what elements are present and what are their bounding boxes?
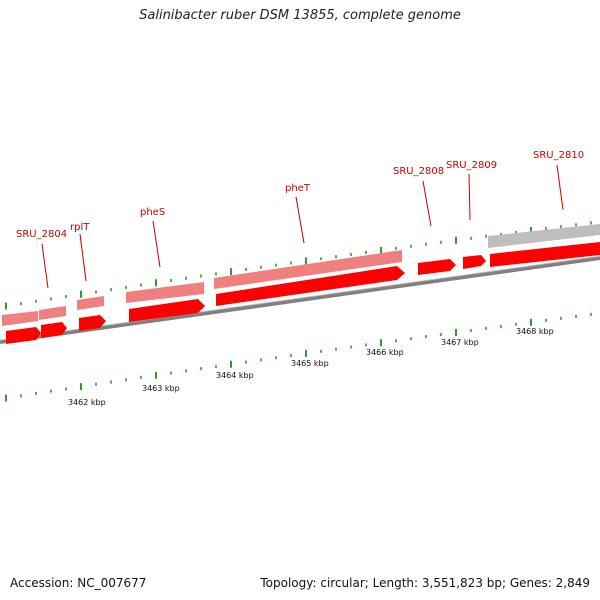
cds-arrow-sru2804a[interactable] [6,327,41,344]
cds-arrow-sru2808[interactable] [418,259,456,275]
leader-sru2810 [556,164,564,211]
gene-feature-pheS[interactable] [126,282,204,303]
cds-arrow-pheS[interactable] [129,299,205,322]
scale-label-3464: 3464 kbp [216,371,254,380]
gene-label-sru2810: SRU_2810 [533,150,584,161]
genome-summary: Topology: circular; Length: 3,551,823 bp… [260,576,590,590]
gene-label-pheT: pheT [285,183,311,194]
gene-label-sru2809: SRU_2809 [446,160,497,171]
scale-label-3468: 3468 kbp [516,327,554,336]
cds-arrow-sru2804b[interactable] [41,322,67,338]
label-leaders [41,164,564,289]
scale-label-3466: 3466 kbp [366,348,404,357]
gene-label-rplT: rplT [70,222,90,233]
scale-labels: 3462 kbp 3463 kbp 3464 kbp 3465 kbp 3466… [68,327,554,407]
gene-feature-pheT[interactable] [214,250,402,289]
page-title: Salinibacter ruber DSM 13855, complete g… [139,8,461,23]
leader-pheS [152,220,161,268]
scale-label-3467: 3467 kbp [441,338,479,347]
leader-sru2808 [422,180,432,227]
inner-tick-track [5,312,592,402]
cds-arrow-rplT[interactable] [79,315,106,331]
leader-sru2804 [41,243,49,289]
gene-label-pheS: pheS [140,207,165,218]
scale-label-3462: 3462 kbp [68,398,106,407]
accession-label: Accession: NC_007677 [10,576,147,590]
gene-labels: SRU_2804 rplT pheS pheT SRU_2808 SRU_280… [16,150,584,240]
leader-pheT [295,196,305,244]
gene-feature-sru2804a[interactable] [2,311,38,326]
outer-tick-track [5,221,592,310]
pseudo-feature-sru2810[interactable] [488,224,600,248]
cds-arrow-pheT[interactable] [216,266,405,306]
gene-label-sru2808: SRU_2808 [393,166,444,177]
scale-label-3465: 3465 kbp [291,359,329,368]
cds-track [6,242,600,344]
cds-arrow-sru2810[interactable] [490,242,600,267]
gene-feature-sru2804b[interactable] [39,306,66,320]
cds-arrow-sru2809[interactable] [463,255,486,269]
leader-sru2809 [468,173,471,221]
scale-label-3463: 3463 kbp [142,384,180,393]
gene-feature-rplT[interactable] [77,296,104,310]
gene-track [2,224,600,326]
leader-rplT [79,233,87,282]
gene-label-sru2804: SRU_2804 [16,229,67,240]
